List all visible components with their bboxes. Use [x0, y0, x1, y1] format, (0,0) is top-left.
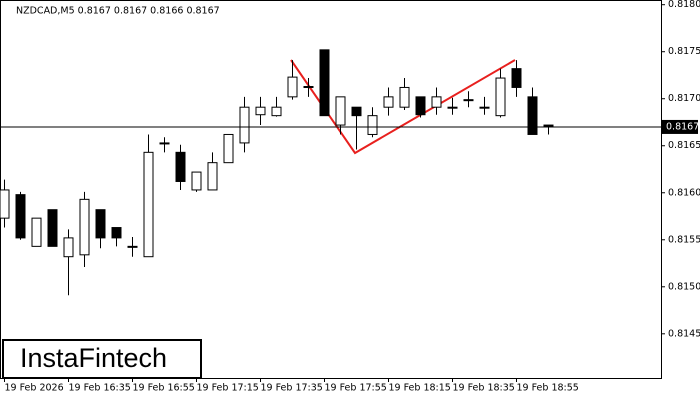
y-tick-label: 0.8145 [668, 328, 700, 339]
y-tick-label: 0.8170 [668, 93, 700, 104]
candle-body [479, 106, 490, 109]
candle-body [175, 151, 186, 182]
x-tick-label: 19 Feb 18:55 [517, 383, 579, 394]
y-tick-label: 0.8155 [668, 234, 700, 245]
candle-body [303, 86, 314, 89]
candle-body [367, 115, 378, 135]
logo-box [2, 339, 202, 379]
candle-body [255, 106, 266, 116]
candle-body [495, 77, 506, 117]
candle-body [111, 227, 122, 239]
candle-body [191, 171, 202, 191]
candle-body [511, 68, 522, 88]
x-tick-label: 19 Feb 16:55 [133, 383, 195, 394]
candle-body [47, 209, 58, 247]
candle-body [159, 142, 170, 145]
candle-body [543, 124, 554, 127]
y-tick-label: 0.8175 [668, 46, 700, 57]
candle-body [351, 106, 362, 117]
candle-body [271, 106, 282, 117]
y-tick-label: 0.8150 [668, 281, 700, 292]
candle-body [287, 76, 298, 98]
logo: InstaFintech [20, 343, 167, 373]
candle-body [223, 133, 234, 164]
candle-body [447, 106, 458, 109]
y-tick-label: 0.8180 [668, 0, 700, 10]
candle-body [207, 162, 218, 191]
candle-body [399, 86, 410, 108]
candle-body [319, 49, 330, 117]
candle-body [335, 96, 346, 126]
candle-body [431, 96, 442, 108]
candle-body [95, 209, 106, 239]
x-tick-label: 19 Feb 17:55 [325, 383, 387, 394]
candle-body [239, 106, 250, 144]
pattern-line [290, 59, 516, 155]
chart-title: NZDCAD,M5 0.8167 0.8167 0.8166 0.8167 [16, 6, 220, 17]
last-price-label: 0.8167 [666, 121, 699, 132]
candle-body [63, 237, 74, 258]
x-tick-label: 19 Feb 17:35 [261, 383, 323, 394]
last-price-box [662, 119, 698, 134]
candle-body [383, 96, 394, 108]
candle-body [415, 96, 426, 116]
x-tick-label: 19 Feb 16:35 [69, 383, 131, 394]
x-tick-label: 19 Feb 17:15 [197, 383, 259, 394]
x-tick-label: 19 Feb 2026 [5, 383, 64, 394]
x-tick-label: 19 Feb 18:35 [453, 383, 515, 394]
candle-body [527, 96, 538, 135]
candle-body [143, 151, 154, 258]
candle-body [127, 245, 138, 248]
candle-body [463, 99, 474, 102]
candle-body [0, 189, 10, 219]
candle-body [31, 217, 42, 247]
x-tick-label: 19 Feb 18:15 [389, 383, 451, 394]
y-tick-label: 0.8160 [668, 187, 700, 198]
candle-body [79, 198, 90, 256]
plot-frame [0, 0, 662, 379]
y-tick-label: 0.8165 [668, 140, 700, 151]
candle-body [15, 194, 26, 239]
